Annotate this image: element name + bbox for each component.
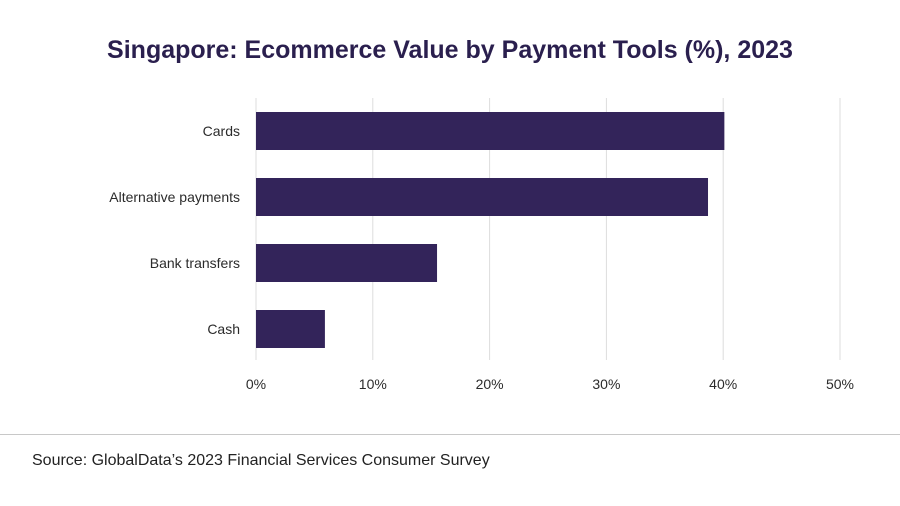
- category-label: Cards: [203, 123, 240, 139]
- bar: [256, 244, 438, 282]
- category-label: Bank transfers: [150, 255, 240, 271]
- x-tick-label: 10%: [359, 376, 387, 392]
- chart-title: Singapore: Ecommerce Value by Payment To…: [107, 36, 793, 64]
- bar: [256, 112, 725, 150]
- category-label: Cash: [207, 321, 240, 337]
- x-axis-ticks: 0% 10% 20% 30% 40% 50%: [246, 376, 854, 392]
- bars: [256, 112, 725, 348]
- x-tick-label: 40%: [709, 376, 737, 392]
- source-note: Source: GlobalData’s 2023 Financial Serv…: [32, 452, 490, 469]
- x-tick-label: 20%: [476, 376, 504, 392]
- x-tick-label: 30%: [592, 376, 620, 392]
- x-tick-label: 50%: [826, 376, 854, 392]
- source-divider: [0, 434, 900, 435]
- bar: [256, 310, 325, 348]
- category-labels: Cards Alternative payments Bank transfers C…: [109, 123, 240, 337]
- x-tick-label: 0%: [246, 376, 266, 392]
- bar: [256, 178, 709, 216]
- category-label: Alternative payments: [109, 189, 240, 205]
- bar-chart: Cards Alternative payments Bank transfers C…: [109, 98, 854, 392]
